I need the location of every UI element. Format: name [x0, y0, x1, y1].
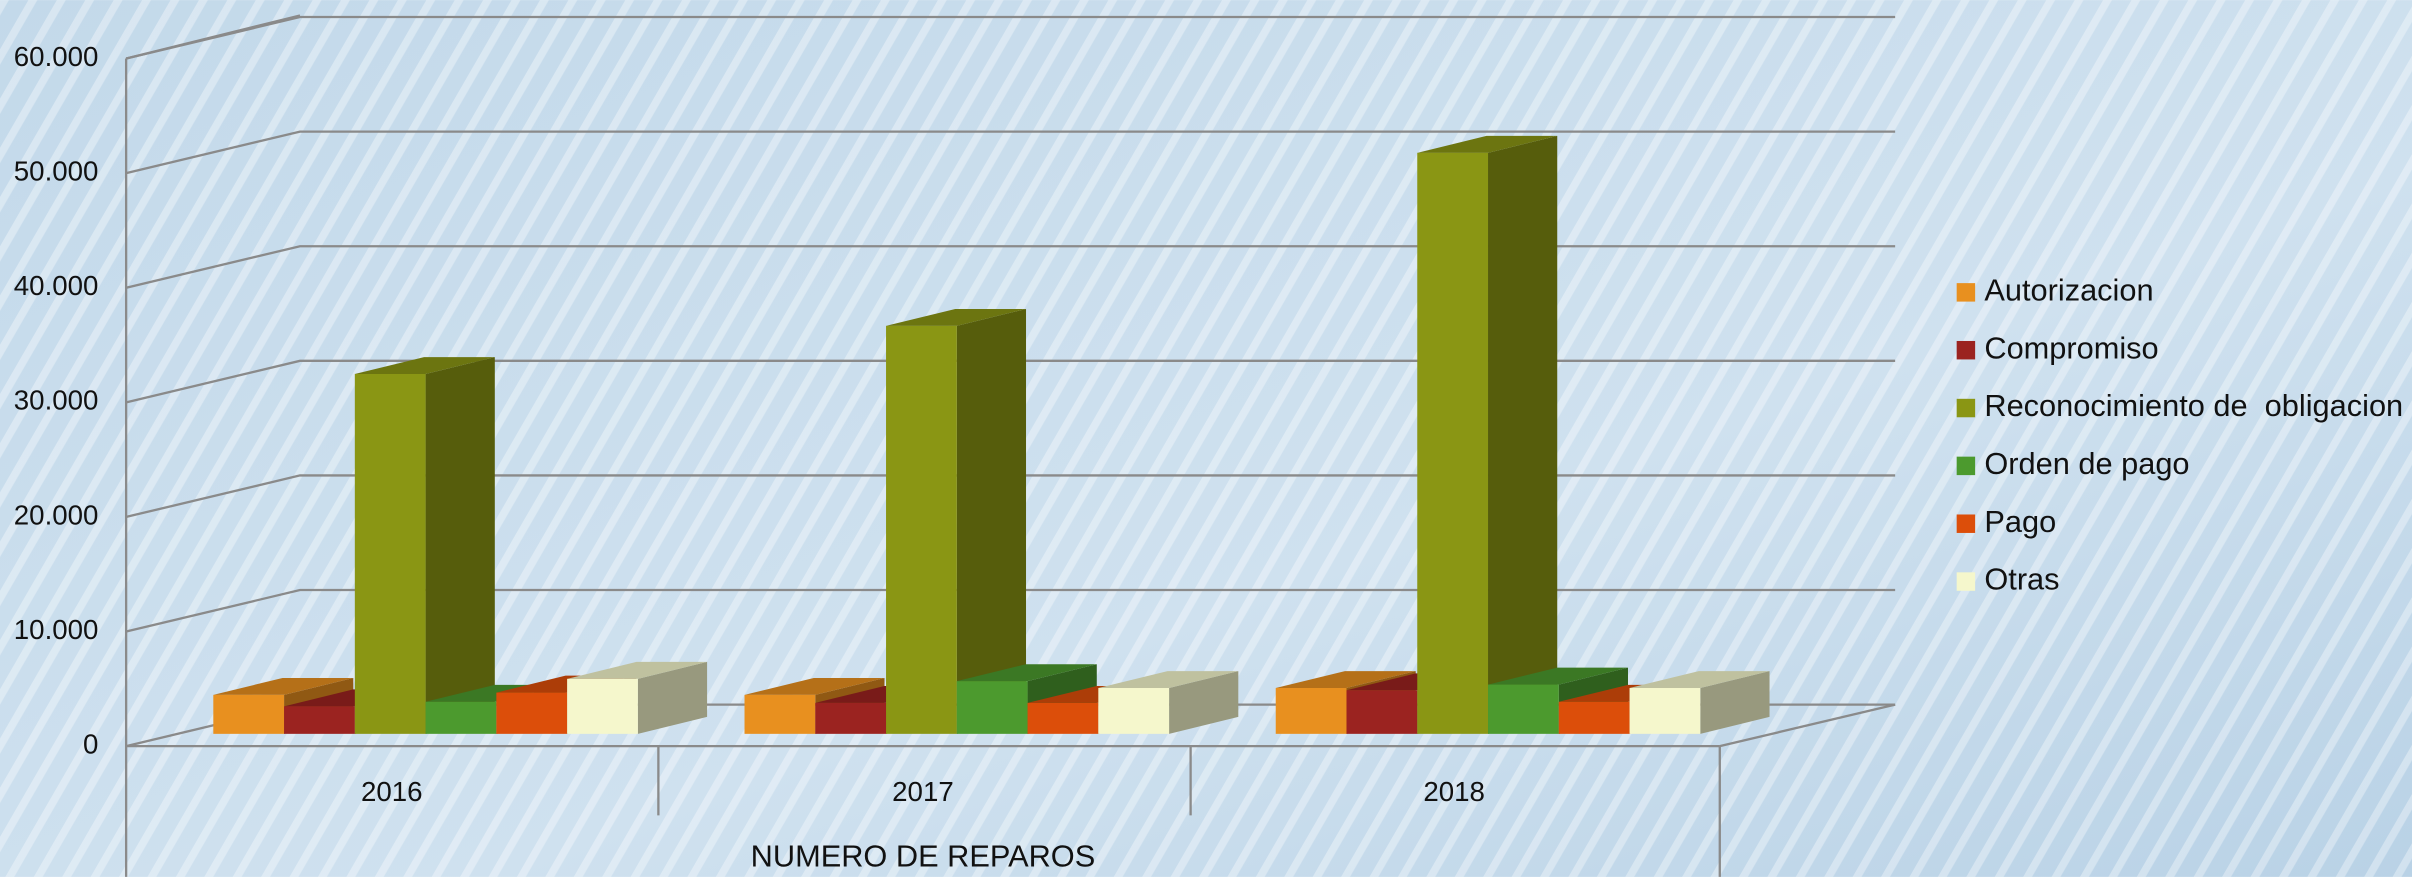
bar	[815, 702, 887, 734]
legend-swatch	[1956, 572, 1976, 591]
legend-label: Otras	[1984, 562, 2059, 597]
legend-label: Reconocimiento de obligacion	[1984, 388, 2403, 423]
y-tick-label: 0	[83, 728, 98, 759]
y-tick-label: 60.000	[14, 41, 99, 72]
bar-side	[1169, 671, 1239, 734]
bar	[1027, 702, 1099, 734]
y-tick-label: 20.000	[14, 499, 99, 530]
bar-top	[956, 664, 1097, 682]
grid-line	[125, 588, 1896, 633]
bar-top	[1488, 667, 1628, 685]
legend-swatch	[1956, 283, 1976, 302]
bar-top	[886, 308, 1027, 326]
x-axis-title: NUMERO DE REPAROS	[751, 839, 1096, 874]
axes-frame	[124, 14, 1896, 877]
grid-line	[125, 15, 1896, 60]
bar	[496, 692, 568, 734]
bar-top	[1417, 135, 1558, 153]
y-tick-label: 40.000	[14, 270, 99, 301]
bar	[425, 701, 497, 734]
grid-line	[125, 474, 1896, 519]
bar	[1417, 152, 1489, 734]
legend-swatch	[1956, 514, 1976, 533]
bar	[956, 681, 1028, 734]
legend-swatch	[1956, 398, 1976, 418]
x-tick-label: 2017	[892, 776, 954, 807]
legend-label: Autorizacion	[1984, 272, 2153, 307]
bar-top	[1275, 671, 1416, 689]
bar	[1629, 688, 1701, 734]
y-tick-label: 10.000	[14, 614, 99, 645]
x-tick-label: 2016	[361, 776, 423, 807]
bar-side	[956, 308, 1027, 734]
bar-top	[1629, 671, 1770, 689]
bar	[567, 678, 638, 734]
y-tick-label: 50.000	[14, 155, 99, 186]
bar-top	[354, 357, 495, 375]
legend-label: Pago	[1984, 504, 2056, 539]
bar	[886, 325, 957, 734]
legend-label: Compromiso	[1984, 330, 2158, 365]
bar-top	[1098, 671, 1239, 689]
legend-swatch	[1956, 456, 1976, 476]
bar	[1346, 690, 1418, 734]
bar	[213, 694, 285, 734]
grid-line	[125, 245, 1896, 289]
grid-line	[125, 359, 1896, 404]
legend-label: Orden de pago	[1984, 446, 2189, 481]
bar-top	[567, 661, 708, 679]
grid-line	[125, 130, 1896, 175]
bar-top	[744, 677, 885, 695]
bar	[1098, 688, 1170, 734]
x-tick-label: 2018	[1423, 776, 1485, 807]
bar-side	[425, 357, 495, 734]
bar	[1488, 684, 1559, 734]
bar	[284, 706, 355, 734]
y-tick-label: 30.000	[14, 385, 99, 416]
bar-side	[637, 661, 708, 734]
bar-side	[1700, 671, 1770, 734]
bar	[354, 374, 426, 734]
bar	[1558, 701, 1630, 734]
legend-swatch	[1956, 340, 1976, 360]
bar-top	[213, 677, 354, 695]
bar	[744, 694, 816, 734]
bar	[1275, 688, 1347, 734]
bar-side	[1488, 135, 1558, 734]
